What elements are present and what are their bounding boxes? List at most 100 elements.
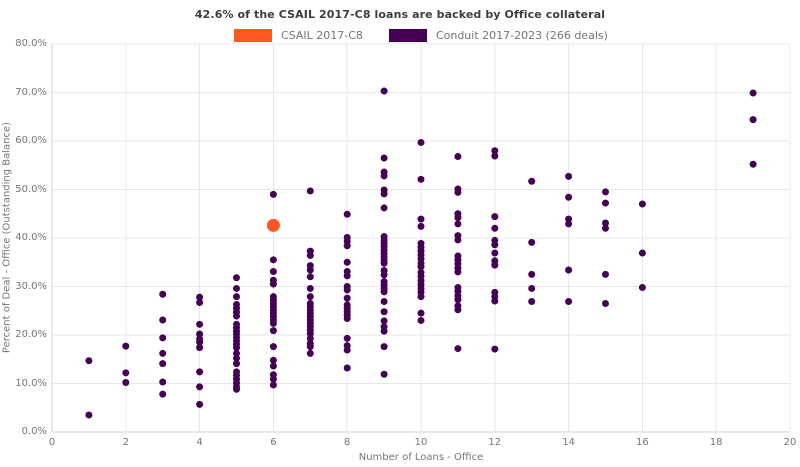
- data-point-conduit[interactable]: [159, 334, 167, 342]
- data-point-conduit[interactable]: [602, 188, 609, 196]
- data-point-conduit[interactable]: [343, 242, 351, 250]
- data-point-conduit[interactable]: [380, 204, 388, 212]
- data-point-conduit[interactable]: [306, 284, 314, 292]
- data-point-conduit[interactable]: [491, 297, 499, 305]
- data-point-conduit[interactable]: [417, 215, 425, 223]
- data-point-conduit[interactable]: [454, 345, 462, 353]
- data-point-conduit[interactable]: [528, 177, 536, 185]
- data-point-conduit[interactable]: [269, 267, 277, 275]
- data-point-conduit[interactable]: [491, 224, 499, 232]
- data-point-conduit[interactable]: [380, 271, 388, 279]
- data-point-conduit[interactable]: [380, 154, 388, 162]
- data-point-conduit[interactable]: [269, 319, 277, 327]
- data-point-conduit[interactable]: [306, 293, 314, 301]
- data-point-csail[interactable]: [266, 218, 280, 232]
- data-point-conduit[interactable]: [196, 400, 204, 408]
- data-point-conduit[interactable]: [269, 362, 277, 370]
- data-point-conduit[interactable]: [491, 241, 499, 249]
- data-point-conduit[interactable]: [306, 273, 314, 281]
- data-point-conduit[interactable]: [454, 188, 462, 196]
- data-point-conduit[interactable]: [233, 293, 240, 301]
- data-point-conduit[interactable]: [343, 315, 351, 323]
- data-point-conduit[interactable]: [454, 268, 462, 276]
- data-point-conduit[interactable]: [269, 280, 277, 288]
- data-point-conduit[interactable]: [380, 259, 388, 267]
- data-point-conduit[interactable]: [565, 266, 573, 274]
- data-point-conduit[interactable]: [159, 360, 167, 368]
- data-point-conduit[interactable]: [269, 343, 277, 351]
- data-point-conduit[interactable]: [491, 213, 499, 221]
- data-point-conduit[interactable]: [528, 238, 536, 246]
- data-point-conduit[interactable]: [602, 224, 609, 232]
- data-point-conduit[interactable]: [380, 190, 388, 198]
- data-point-conduit[interactable]: [602, 219, 609, 227]
- data-point-conduit[interactable]: [380, 308, 388, 316]
- data-point-conduit[interactable]: [380, 327, 388, 335]
- data-point-conduit[interactable]: [196, 344, 204, 352]
- data-point-conduit[interactable]: [233, 274, 240, 282]
- data-point-conduit[interactable]: [343, 334, 351, 342]
- data-point-conduit[interactable]: [638, 283, 646, 291]
- data-point-conduit[interactable]: [85, 357, 93, 365]
- data-point-conduit[interactable]: [749, 160, 757, 168]
- data-point-conduit[interactable]: [196, 330, 204, 338]
- data-point-conduit[interactable]: [269, 190, 277, 198]
- data-point-conduit[interactable]: [343, 258, 351, 266]
- data-point-conduit[interactable]: [417, 316, 425, 324]
- data-point-conduit[interactable]: [196, 338, 204, 346]
- data-point-conduit[interactable]: [565, 215, 573, 223]
- data-point-conduit[interactable]: [306, 343, 314, 351]
- data-point-conduit[interactable]: [269, 356, 277, 364]
- data-point-conduit[interactable]: [306, 334, 314, 342]
- data-point-conduit[interactable]: [159, 290, 167, 298]
- data-point-conduit[interactable]: [491, 147, 499, 155]
- data-point-conduit[interactable]: [417, 222, 425, 230]
- data-point-conduit[interactable]: [380, 87, 388, 95]
- data-point-conduit[interactable]: [122, 342, 130, 350]
- data-point-conduit[interactable]: [85, 411, 93, 419]
- legend-item-conduit[interactable]: Conduit 2017-2023 (266 deals): [388, 29, 608, 42]
- data-point-conduit[interactable]: [233, 312, 240, 320]
- data-point-conduit[interactable]: [343, 346, 351, 354]
- data-point-conduit[interactable]: [306, 330, 314, 338]
- data-point-conduit[interactable]: [565, 298, 573, 306]
- data-point-conduit[interactable]: [196, 320, 204, 328]
- data-point-conduit[interactable]: [343, 364, 351, 372]
- data-point-conduit[interactable]: [417, 309, 425, 317]
- data-point-conduit[interactable]: [343, 294, 351, 302]
- data-point-conduit[interactable]: [749, 116, 757, 124]
- data-point-conduit[interactable]: [159, 378, 167, 386]
- data-point-conduit[interactable]: [380, 317, 388, 325]
- data-point-conduit[interactable]: [528, 284, 536, 292]
- data-point-conduit[interactable]: [454, 153, 462, 161]
- data-point-conduit[interactable]: [343, 210, 351, 218]
- data-point-conduit[interactable]: [491, 249, 499, 257]
- data-point-conduit[interactable]: [306, 266, 314, 274]
- data-point-conduit[interactable]: [565, 220, 573, 228]
- data-point-conduit[interactable]: [122, 369, 130, 377]
- data-point-conduit[interactable]: [602, 270, 609, 278]
- data-point-conduit[interactable]: [196, 383, 204, 391]
- data-point-conduit[interactable]: [306, 251, 314, 259]
- data-point-conduit[interactable]: [380, 172, 388, 180]
- data-point-conduit[interactable]: [196, 368, 204, 376]
- data-point-conduit[interactable]: [233, 360, 240, 368]
- data-point-conduit[interactable]: [306, 349, 314, 357]
- data-point-conduit[interactable]: [565, 172, 573, 180]
- data-point-conduit[interactable]: [159, 349, 167, 357]
- data-point-conduit[interactable]: [602, 299, 609, 307]
- data-point-conduit[interactable]: [638, 200, 646, 208]
- data-point-conduit[interactable]: [749, 89, 757, 97]
- data-point-conduit[interactable]: [380, 343, 388, 351]
- data-point-conduit[interactable]: [380, 370, 388, 378]
- data-point-conduit[interactable]: [269, 327, 277, 335]
- data-point-conduit[interactable]: [233, 385, 240, 393]
- data-point-conduit[interactable]: [306, 187, 314, 195]
- data-point-conduit[interactable]: [528, 270, 536, 278]
- data-point-conduit[interactable]: [454, 306, 462, 314]
- data-point-conduit[interactable]: [196, 293, 204, 301]
- data-point-conduit[interactable]: [233, 354, 240, 362]
- data-point-conduit[interactable]: [233, 284, 240, 292]
- data-point-conduit[interactable]: [454, 214, 462, 222]
- data-point-conduit[interactable]: [269, 381, 277, 389]
